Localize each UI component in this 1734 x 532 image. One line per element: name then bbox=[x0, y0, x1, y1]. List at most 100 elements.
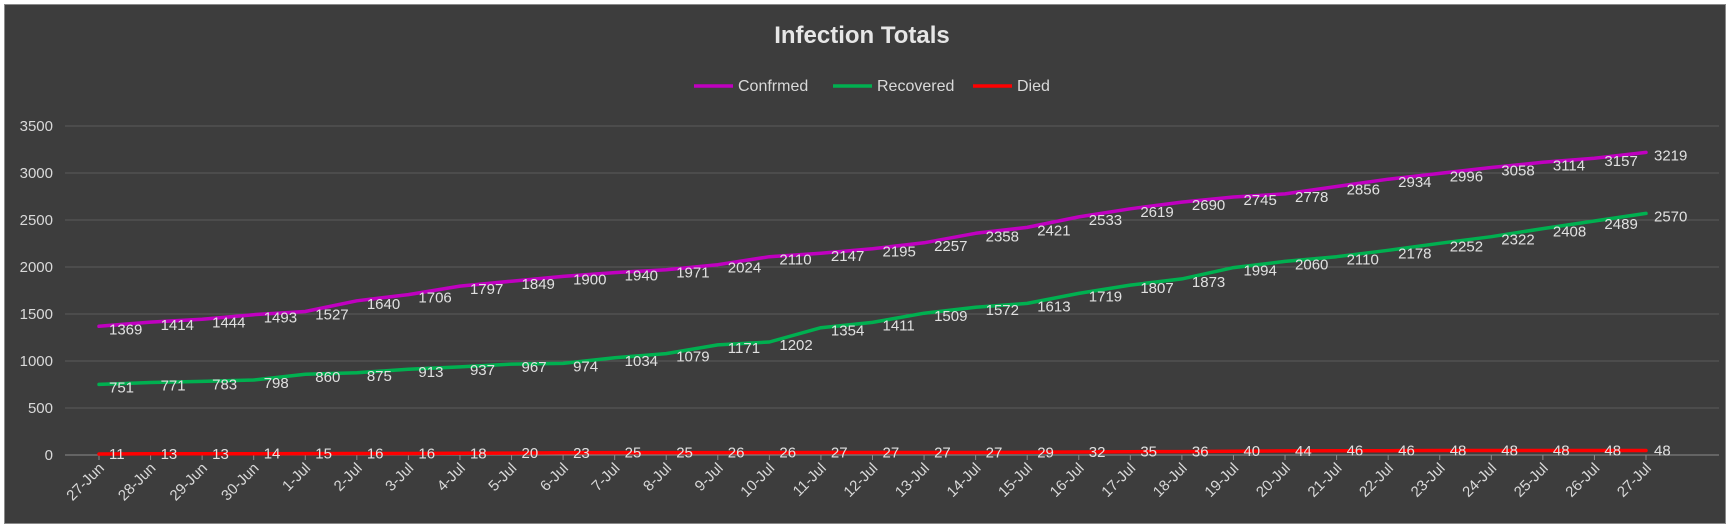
data-label: 1849 bbox=[522, 276, 555, 293]
series-lines bbox=[97, 150, 1648, 456]
data-label: 798 bbox=[264, 375, 289, 392]
data-label: 26 bbox=[728, 445, 745, 462]
data-label: 1719 bbox=[1089, 288, 1122, 305]
data-label: 46 bbox=[1347, 443, 1364, 460]
data-label: 1444 bbox=[212, 314, 245, 331]
data-label: 2934 bbox=[1398, 174, 1431, 191]
data-label: 2856 bbox=[1347, 182, 1380, 199]
data-label: 3157 bbox=[1604, 153, 1637, 170]
data-label: 13 bbox=[212, 446, 229, 463]
x-tick-label: 9-Jul bbox=[692, 460, 727, 495]
data-label: 44 bbox=[1295, 443, 1312, 460]
x-tick-label: 7-Jul bbox=[588, 460, 623, 495]
legend-label: Died bbox=[1017, 78, 1050, 95]
data-label: 2024 bbox=[728, 260, 761, 277]
x-tick-label: 22-Jul bbox=[1356, 460, 1397, 501]
data-label: 1572 bbox=[986, 302, 1019, 319]
data-label: 913 bbox=[418, 364, 443, 381]
data-label: 1873 bbox=[1192, 274, 1225, 291]
data-label: 751 bbox=[109, 379, 134, 396]
data-label: 2619 bbox=[1140, 204, 1173, 221]
series-line bbox=[97, 150, 1648, 329]
y-tick-label: 0 bbox=[45, 447, 53, 464]
x-tick-label: 17-Jul bbox=[1098, 460, 1139, 501]
x-tick-label: 20-Jul bbox=[1253, 460, 1294, 501]
data-label: 1414 bbox=[161, 317, 194, 334]
x-tick-label: 24-Jul bbox=[1459, 460, 1500, 501]
data-label: 26 bbox=[779, 445, 796, 462]
x-tick-label: 4-Jul bbox=[434, 460, 469, 495]
x-tick-label: 23-Jul bbox=[1408, 460, 1449, 501]
data-label: 1202 bbox=[779, 337, 812, 354]
y-axis: 0 500 1000 1500 2000 2500 3000 3500 bbox=[20, 118, 53, 464]
data-label: 2421 bbox=[1037, 222, 1070, 239]
data-label: 2178 bbox=[1398, 245, 1431, 262]
data-label: 13 bbox=[161, 446, 178, 463]
data-label: 2533 bbox=[1089, 212, 1122, 229]
chart-title: Infection Totals bbox=[774, 22, 950, 49]
data-label: 2489 bbox=[1604, 216, 1637, 233]
x-tick-label: 3-Jul bbox=[382, 460, 417, 495]
x-tick-label: 15-Jul bbox=[995, 460, 1036, 501]
line-chart: Infection Totals Confrmed Recovered Died 0… bbox=[20, 22, 1719, 504]
data-label: 1171 bbox=[728, 340, 760, 357]
x-tick-label: 13-Jul bbox=[892, 460, 933, 501]
x-tick-label: 16-Jul bbox=[1047, 460, 1088, 501]
data-label: 16 bbox=[367, 445, 384, 462]
data-label: 1706 bbox=[418, 290, 451, 307]
data-label: 2408 bbox=[1553, 224, 1586, 241]
data-label: 2570 bbox=[1654, 208, 1687, 225]
data-label: 14 bbox=[264, 446, 281, 463]
data-label: 27 bbox=[934, 444, 951, 461]
data-label: 2358 bbox=[986, 228, 1019, 245]
data-label: 1527 bbox=[315, 306, 348, 323]
data-label: 1079 bbox=[676, 349, 709, 366]
data-label: 48 bbox=[1604, 442, 1621, 459]
data-label: 860 bbox=[315, 369, 340, 386]
x-tick-label: 8-Jul bbox=[640, 460, 675, 495]
data-label: 27 bbox=[883, 444, 900, 461]
data-label: 1613 bbox=[1037, 298, 1070, 315]
y-tick-label: 2000 bbox=[20, 259, 53, 276]
data-label: 783 bbox=[212, 376, 237, 393]
data-label: 46 bbox=[1398, 443, 1415, 460]
data-label: 2147 bbox=[831, 248, 864, 265]
x-tick-label: 10-Jul bbox=[737, 460, 778, 501]
data-label: 1354 bbox=[831, 323, 864, 340]
x-tick-label: 12-Jul bbox=[840, 460, 881, 501]
data-label: 937 bbox=[470, 362, 495, 379]
data-label: 1640 bbox=[367, 296, 400, 313]
data-label: 48 bbox=[1450, 442, 1467, 459]
data-label: 23 bbox=[573, 445, 590, 462]
data-label: 1807 bbox=[1140, 280, 1173, 297]
data-label: 3219 bbox=[1654, 147, 1687, 164]
x-tick-label: 28-Jun bbox=[115, 460, 159, 504]
x-tick-label: 25-Jul bbox=[1511, 460, 1552, 501]
data-label: 3058 bbox=[1501, 163, 1534, 180]
data-label: 1797 bbox=[470, 281, 503, 298]
legend: Confrmed Recovered Died bbox=[694, 78, 1050, 95]
data-label: 48 bbox=[1501, 442, 1518, 459]
x-tick-label: 21-Jul bbox=[1305, 460, 1346, 501]
data-label: 15 bbox=[315, 446, 332, 463]
data-label: 1940 bbox=[625, 268, 658, 285]
x-tick-label: 6-Jul bbox=[537, 460, 572, 495]
data-label: 40 bbox=[1243, 443, 1260, 460]
data-label: 35 bbox=[1140, 444, 1157, 461]
legend-label: Recovered bbox=[877, 78, 954, 95]
data-label: 2110 bbox=[779, 252, 811, 269]
x-tick-label: 18-Jul bbox=[1150, 460, 1191, 501]
data-label: 48 bbox=[1553, 442, 1570, 459]
data-label: 2996 bbox=[1450, 168, 1483, 185]
data-label: 20 bbox=[522, 445, 539, 462]
y-tick-label: 3000 bbox=[20, 165, 53, 182]
data-label: 11 bbox=[109, 446, 125, 463]
data-label: 967 bbox=[522, 359, 547, 376]
x-tick-label: 27-Jun bbox=[63, 460, 107, 504]
data-label: 1971 bbox=[676, 265, 709, 282]
series-line bbox=[97, 448, 1648, 456]
data-label: 1369 bbox=[109, 321, 142, 338]
data-label: 2778 bbox=[1295, 189, 1328, 206]
data-label: 1994 bbox=[1243, 263, 1276, 280]
